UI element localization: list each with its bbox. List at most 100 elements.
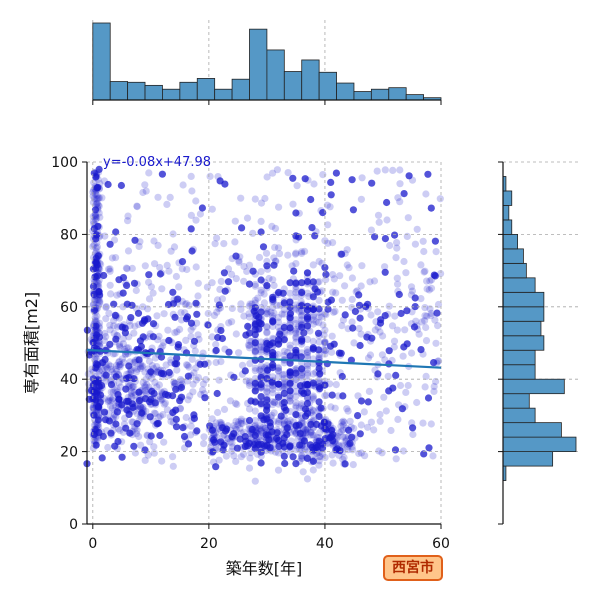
- scatter-points: [83, 165, 445, 485]
- scatter-point: [298, 387, 306, 395]
- scatter-point: [320, 419, 329, 427]
- scatter-point: [194, 292, 202, 300]
- scatter-point: [156, 270, 164, 278]
- scatter-point: [257, 217, 265, 225]
- scatter-point: [316, 453, 324, 461]
- scatter-point: [299, 468, 307, 476]
- scatter-point: [336, 272, 344, 280]
- right-hist-bar: [502, 190, 513, 206]
- scatter-point: [187, 326, 195, 334]
- scatter-point: [93, 419, 101, 427]
- scatter-point: [193, 427, 201, 435]
- scatter-point: [280, 334, 288, 343]
- scatter-point: [130, 383, 138, 391]
- scatter-point: [257, 427, 265, 435]
- top-hist-bar: [249, 28, 268, 101]
- scatter-point: [252, 424, 260, 432]
- scatter-point: [91, 437, 99, 445]
- scatter-point: [421, 317, 429, 325]
- scatter-point: [192, 299, 200, 307]
- scatter-point: [224, 278, 233, 286]
- scatter-point: [135, 388, 143, 396]
- scatter-point: [274, 466, 283, 474]
- scatter-point: [280, 378, 288, 386]
- right-hist-bar: [502, 291, 545, 308]
- main-axes: 0 20 40 60 0 20 40 60 80 100: [51, 155, 450, 552]
- scatter-point: [315, 448, 323, 457]
- scatter-point: [128, 264, 136, 272]
- scatter-point: [177, 383, 186, 391]
- scatter-point: [390, 343, 398, 351]
- scatter-point: [90, 307, 98, 315]
- scatter-point: [263, 402, 271, 410]
- scatter-point: [107, 290, 115, 298]
- scatter-point: [116, 342, 124, 350]
- scatter-point: [295, 328, 303, 336]
- scatter-point: [332, 169, 340, 177]
- scatter-point: [136, 360, 144, 368]
- scatter-point: [309, 316, 317, 324]
- scatter-point: [122, 264, 130, 272]
- scatter-point: [280, 403, 288, 412]
- right-hist-bar: [502, 451, 554, 467]
- scatter-point: [298, 338, 306, 346]
- scatter-point: [373, 167, 381, 175]
- scatter-point: [251, 422, 259, 430]
- scatter-point: [102, 303, 110, 311]
- scatter-point: [259, 243, 268, 251]
- scatter-point: [309, 395, 317, 403]
- scatter-point: [309, 306, 317, 314]
- scatter-point: [274, 337, 283, 345]
- scatter-point: [217, 277, 225, 285]
- scatter-point: [107, 362, 115, 370]
- scatter-point: [430, 387, 438, 395]
- scatter-point: [358, 174, 366, 182]
- scatter-point: [212, 358, 220, 367]
- scatter-point: [412, 317, 420, 325]
- scatter-point: [243, 267, 251, 275]
- scatter-point: [172, 423, 181, 431]
- scatter-point: [242, 437, 250, 445]
- scatter-point: [286, 387, 294, 395]
- scatter-point: [115, 395, 123, 403]
- scatter-point: [294, 435, 302, 443]
- scatter-point: [296, 441, 304, 449]
- scatter-point: [193, 310, 201, 318]
- scatter-point: [245, 425, 253, 433]
- scatter-point: [139, 403, 147, 411]
- scatter-point: [339, 448, 347, 456]
- scatter-point: [292, 260, 300, 268]
- scatter-point: [228, 447, 236, 455]
- scatter-point: [292, 333, 300, 341]
- scatter-point: [177, 309, 185, 317]
- scatter-point: [119, 374, 127, 382]
- scatter-point: [263, 375, 271, 383]
- scatter-point: [303, 360, 312, 368]
- scatter-point: [170, 379, 179, 387]
- scatter-point: [322, 276, 330, 284]
- scatter-point: [309, 344, 317, 352]
- scatter-point: [269, 444, 277, 452]
- scatter-point: [298, 441, 306, 449]
- scatter-point: [363, 333, 371, 341]
- scatter-point: [237, 415, 245, 423]
- scatter-point: [213, 296, 222, 304]
- scatter-point: [294, 426, 302, 434]
- scatter-point: [113, 331, 121, 339]
- scatter-point: [303, 454, 312, 462]
- scatter-point: [295, 322, 303, 330]
- scatter-point: [106, 397, 114, 405]
- scatter-point: [436, 195, 444, 203]
- scatter-point: [251, 416, 259, 425]
- scatter-point: [339, 392, 347, 400]
- scatter-point: [400, 257, 408, 266]
- scatter-point: [286, 407, 294, 416]
- scatter-point: [318, 313, 326, 321]
- scatter-point: [102, 361, 110, 369]
- scatter-point: [91, 303, 99, 311]
- scatter-point: [93, 312, 101, 320]
- scatter-point: [184, 440, 193, 448]
- scatter-point: [171, 313, 179, 321]
- scatter-point: [286, 359, 294, 367]
- scatter-point: [208, 333, 216, 341]
